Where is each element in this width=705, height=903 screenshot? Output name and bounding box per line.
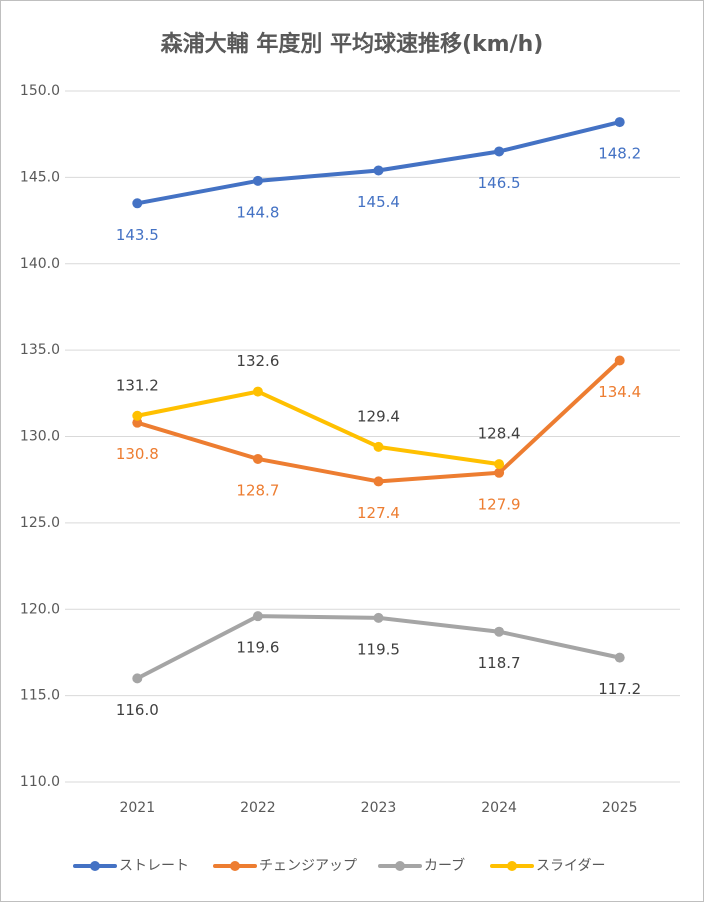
y-tick-label: 135.0 — [20, 342, 60, 358]
x-tick-label: 2023 — [361, 800, 397, 816]
data-label: 134.4 — [598, 383, 641, 401]
data-point — [373, 476, 384, 487]
legend-marker — [230, 861, 240, 871]
data-label: 148.2 — [598, 145, 641, 163]
data-point — [132, 673, 143, 684]
data-point — [132, 410, 143, 421]
legend-label: スライダー — [536, 858, 605, 874]
data-point — [132, 417, 143, 428]
data-point — [252, 175, 263, 186]
x-tick-label: 2024 — [481, 800, 517, 816]
data-point — [614, 652, 625, 663]
data-point — [494, 467, 505, 478]
data-label: 130.8 — [116, 445, 159, 463]
data-label: 132.6 — [236, 352, 279, 370]
legend-label: チェンジアップ — [259, 858, 357, 874]
legend-marker — [395, 861, 405, 871]
data-label: 127.4 — [357, 504, 400, 522]
y-tick-label: 110.0 — [20, 774, 60, 790]
y-tick-label: 115.0 — [20, 688, 60, 704]
x-tick-label: 2025 — [602, 800, 638, 816]
y-tick-label: 140.0 — [20, 256, 60, 272]
data-point — [614, 117, 625, 128]
data-label: 127.9 — [478, 495, 521, 513]
y-tick-label: 145.0 — [20, 169, 60, 185]
data-label: 129.4 — [357, 407, 400, 425]
data-label: 128.7 — [236, 481, 279, 499]
series-line — [135, 389, 502, 467]
data-label: 146.5 — [478, 174, 521, 192]
data-point — [252, 386, 263, 397]
data-label: 119.5 — [357, 640, 400, 658]
data-label: 128.4 — [478, 425, 521, 443]
data-label: 143.5 — [116, 226, 159, 244]
y-tick-label: 130.0 — [20, 429, 60, 445]
data-point — [373, 441, 384, 452]
data-label: 119.6 — [236, 639, 279, 657]
y-tick-label: 125.0 — [20, 515, 60, 531]
data-point — [494, 146, 505, 157]
legend-label: カーブ — [424, 857, 465, 874]
legend-marker — [90, 861, 100, 871]
y-tick-label: 150.0 — [20, 83, 60, 99]
y-tick-label: 120.0 — [20, 601, 60, 617]
data-point — [373, 165, 384, 176]
data-point — [132, 198, 143, 209]
data-label: 117.2 — [598, 680, 641, 698]
data-label: 118.7 — [478, 654, 521, 672]
legend-marker — [507, 861, 517, 871]
legend-label: ストレート — [119, 858, 189, 874]
data-label: 144.8 — [236, 203, 279, 221]
data-label: 131.2 — [116, 376, 159, 394]
x-tick-label: 2022 — [240, 800, 276, 816]
chart-title: 森浦大輔 年度別 平均球速推移(km/h) — [161, 31, 544, 57]
data-point — [494, 459, 505, 470]
data-label: 116.0 — [116, 701, 159, 719]
data-point — [252, 611, 263, 622]
x-tick-label: 2021 — [119, 800, 155, 816]
data-point — [373, 612, 384, 623]
data-point — [614, 355, 625, 366]
data-label: 145.4 — [357, 193, 400, 211]
data-point — [252, 453, 263, 464]
data-point — [494, 626, 505, 637]
